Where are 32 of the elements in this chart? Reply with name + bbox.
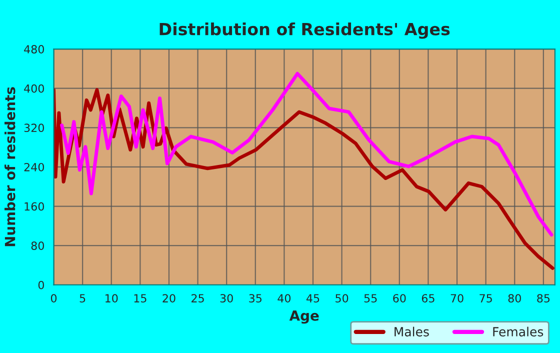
y-tick-label: 160: [24, 202, 44, 211]
y-tick-label: 80: [31, 242, 44, 250]
x-tick-label: 20: [162, 294, 176, 302]
x-tick-label: 15: [134, 294, 146, 302]
y-tick-label: 0: [38, 280, 44, 290]
y-tick-label: 320: [24, 124, 44, 132]
x-tick-label: 70: [450, 294, 464, 302]
x-tick-label: 5: [80, 294, 86, 302]
line-series: [60, 72, 554, 236]
x-tick-label: 65: [422, 294, 434, 302]
x-tick-label: 35: [249, 294, 262, 302]
y-axis-title: Number of residents: [4, 87, 16, 246]
x-tick-label: 45: [306, 294, 320, 302]
x-tick-label: 50: [336, 294, 348, 302]
x-tick-label: 0: [50, 294, 57, 302]
chart-title: Distribution of Residents' Ages: [160, 22, 450, 39]
x-tick-label: 80: [508, 294, 521, 302]
x-tick-label: 30: [220, 294, 233, 302]
x-tick-label: 85: [537, 294, 550, 302]
legend-label: Females: [493, 326, 544, 336]
legend-label: Males: [394, 326, 429, 336]
x-tick-label: 40: [278, 294, 291, 302]
x-tick-label: 55: [364, 294, 377, 302]
y-tick-label: 400: [24, 84, 44, 93]
x-tick-label: 60: [393, 294, 406, 302]
x-tick-label: 25: [192, 294, 204, 302]
x-tick-label: 75: [480, 294, 492, 302]
x-tick-label: 10: [106, 294, 118, 302]
x-axis-title: Age: [289, 310, 319, 324]
line-series: [54, 88, 554, 270]
y-tick-label: 480: [24, 45, 44, 54]
y-tick-label: 240: [24, 162, 44, 172]
